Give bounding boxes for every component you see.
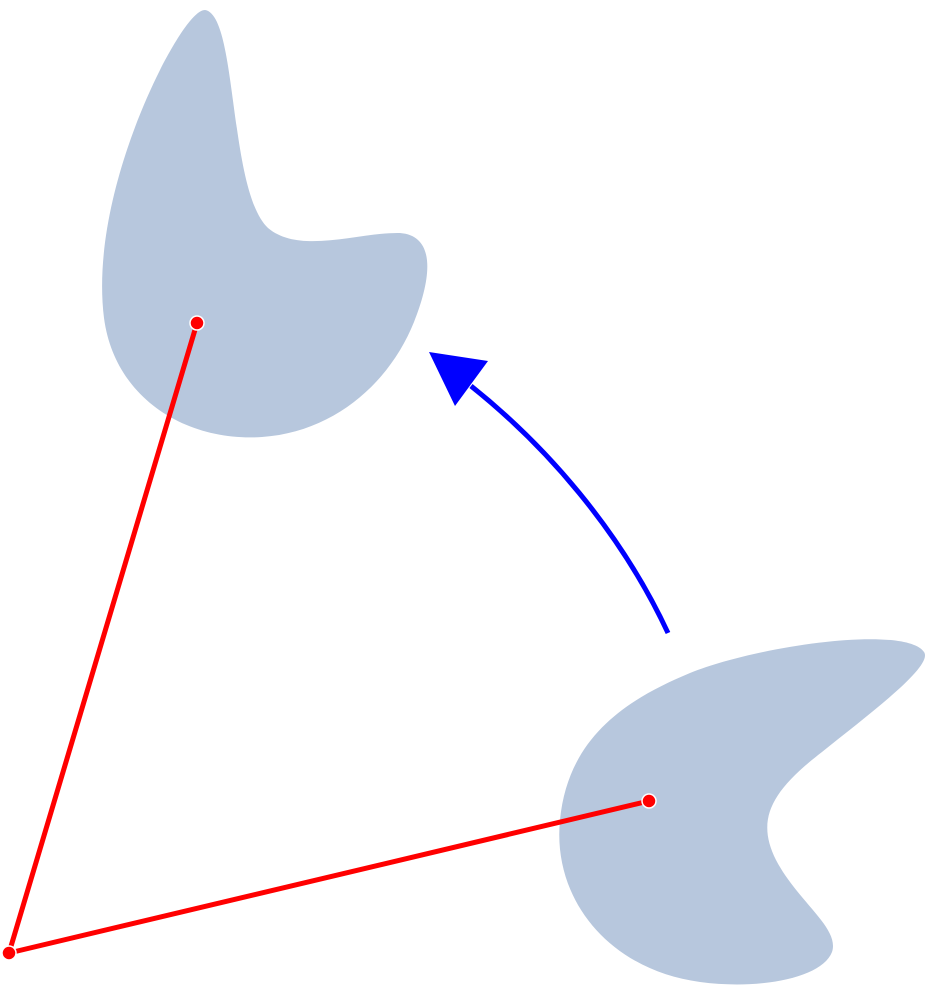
original-shape-center-point [641, 793, 657, 809]
radius-line-to-original [8, 798, 650, 956]
rotation-arrow-head [429, 352, 488, 406]
rotation-arrow [429, 352, 671, 635]
rotated-shape-center-point [189, 315, 205, 331]
original-shape [559, 639, 926, 985]
rotation-arrow-shaft [469, 384, 671, 635]
rotation-center-point [1, 945, 17, 961]
rotated-shape [102, 10, 428, 438]
radius-line-to-rotated [6, 322, 200, 954]
